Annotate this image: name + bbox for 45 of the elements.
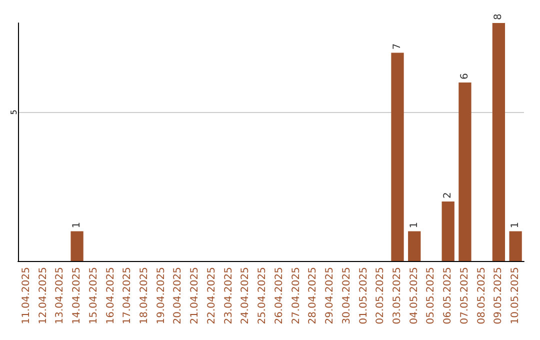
y-tick-label: 5 [10, 110, 18, 115]
bar [442, 202, 454, 261]
bar [391, 52, 404, 261]
bar [492, 23, 506, 261]
x-tick-label: 10.05.2025 [510, 267, 522, 324]
x-tick-label: 19.04.2025 [156, 267, 167, 324]
data-label: 1 [510, 222, 522, 228]
x-tick-label: 03.05.2025 [392, 267, 403, 324]
x-tick-label: 05.05.2025 [426, 267, 437, 324]
x-tick-label: 24.04.2025 [240, 267, 252, 324]
x-tick-label: 27.04.2025 [290, 267, 302, 324]
x-tick-label: 13.04.2025 [54, 267, 66, 324]
x-tick-label: 15.04.2025 [88, 267, 100, 324]
x-tick-label: 02.05.2025 [375, 267, 386, 324]
x-tick-label: 16.04.2025 [105, 267, 116, 324]
data-label: 1 [408, 222, 420, 228]
x-tick-label: 21.04.2025 [190, 267, 201, 324]
x-tick-label: 11.04.2025 [20, 267, 32, 324]
x-tick-label: 07.05.2025 [459, 267, 470, 324]
x-tick-label: 17.04.2025 [122, 267, 134, 324]
bar [408, 231, 421, 261]
data-label: 2 [442, 192, 454, 198]
x-tick-label: 23.04.2025 [223, 267, 234, 324]
x-tick-label: 08.05.2025 [476, 267, 488, 324]
x-tick-label: 04.05.2025 [408, 267, 420, 324]
x-tick-label: 26.04.2025 [274, 267, 285, 324]
x-tick-label: 18.04.2025 [139, 267, 150, 324]
x-tick-label: 01.05.2025 [358, 267, 370, 324]
data-label: 1 [72, 222, 83, 228]
x-tick-label: 25.04.2025 [257, 267, 268, 324]
x-tick-label: 14.04.2025 [72, 267, 83, 324]
x-tick-label: 29.04.2025 [324, 267, 336, 324]
bar [509, 231, 522, 261]
x-tick-label: 28.04.2025 [308, 267, 319, 324]
x-tick-label: 09.05.2025 [493, 267, 504, 324]
data-label: 7 [392, 43, 403, 50]
x-tick-label: 22.04.2025 [206, 267, 218, 324]
data-label: 8 [493, 14, 504, 20]
bar [70, 231, 84, 261]
x-tick-label: 20.04.2025 [172, 267, 184, 324]
x-tick-label: 06.05.2025 [442, 267, 454, 324]
x-tick-label: 12.04.2025 [38, 267, 49, 324]
bar [458, 82, 472, 261]
data-label: 6 [459, 73, 470, 80]
x-tick-label: 30.04.2025 [341, 267, 352, 324]
